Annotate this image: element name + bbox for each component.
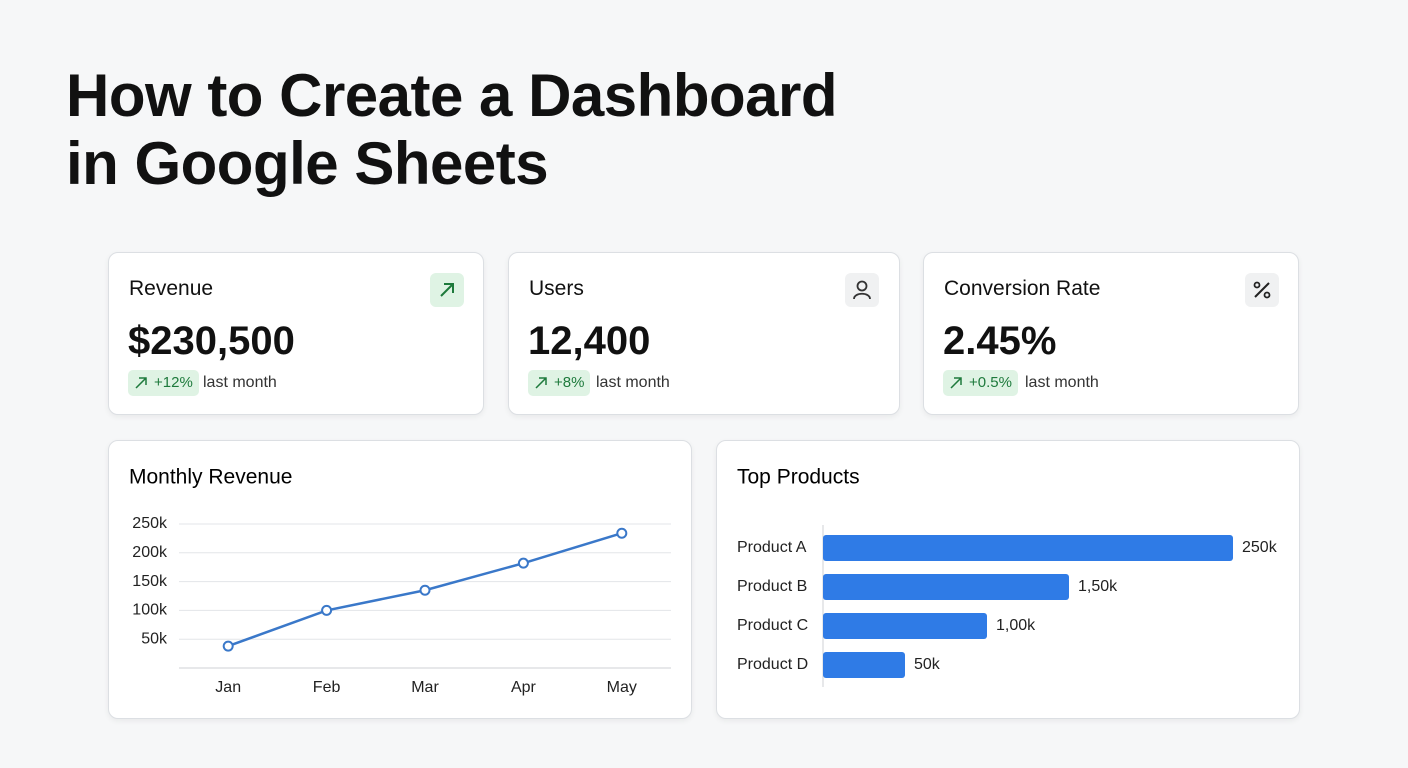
chart-card: Top Products Product A 250k Product B 1,50k… [716, 440, 1300, 719]
chart-title: Top Products [737, 466, 860, 489]
kpi-value: 12,400 [528, 319, 651, 363]
x-tick-label: Apr [511, 679, 537, 696]
point [419, 584, 431, 596]
kpi-change: +12% [128, 370, 199, 396]
category-label: Product B [737, 578, 807, 595]
category-label: Product C [737, 617, 808, 634]
kpi-period: last month [1025, 374, 1099, 391]
change-text: +8% [554, 374, 585, 391]
line-chart: Monthly Revenue 50k 100k 150k 200k 250k Jan Fe… [129, 466, 671, 696]
y-tick-label: 250k [132, 515, 168, 532]
chart-title: Monthly Revenue [129, 466, 292, 489]
bar [823, 574, 1069, 600]
bar-chart: Top Products Product A 250k Product B 1,50k… [737, 466, 1278, 687]
change-text: +0.5% [969, 374, 1012, 391]
kpi-label: Users [529, 277, 584, 300]
y-tick-label: 150k [132, 573, 168, 590]
kpi-card: Revenue $230,500 +12% last month [108, 252, 484, 415]
value-label: 1,00k [996, 617, 1036, 634]
change-text: +12% [154, 374, 193, 391]
kpi-period: last month [596, 374, 670, 391]
bar [823, 652, 905, 678]
value-label: 50k [914, 656, 941, 673]
kpi-value: 2.45% [943, 319, 1057, 363]
title-line: How to Create a Dashboard [66, 62, 838, 129]
kpi-value: $230,500 [128, 319, 295, 363]
kpi-label: Conversion Rate [944, 277, 1101, 300]
page-title: How to Create a Dashboard in Google Shee… [66, 62, 838, 198]
user-icon [845, 273, 879, 307]
value-label: 1,50k [1078, 578, 1118, 595]
kpi-period: last month [203, 374, 277, 391]
category-label: Product D [737, 656, 808, 673]
category-label: Product A [737, 539, 807, 556]
x-tick-label: May [607, 679, 637, 696]
trend-icon [430, 273, 464, 307]
point [517, 557, 529, 569]
kpi-change: +8% [528, 370, 591, 396]
x-tick-label: Jan [215, 679, 241, 696]
chart-card: Monthly Revenue 50k 100k 150k 200k 250k Jan Fe… [108, 440, 692, 719]
y-tick-label: 100k [132, 602, 168, 619]
percent-icon [1245, 273, 1279, 307]
y-tick-label: 200k [132, 544, 168, 561]
x-tick-label: Feb [313, 679, 341, 696]
kpi-card: Users 12,400 +8% last month [508, 252, 900, 415]
kpi-label: Revenue [129, 277, 214, 300]
x-tick-label: Mar [411, 679, 439, 696]
point [616, 527, 628, 539]
kpi-card: Conversion Rate 2.45% +0.5% last month [923, 252, 1299, 415]
kpi-change: +0.5% [943, 370, 1018, 396]
value-label: 250k [1242, 539, 1278, 556]
bar [823, 613, 987, 639]
bar [823, 535, 1233, 561]
point [222, 640, 234, 652]
title-line: in Google Sheets [66, 130, 549, 197]
y-tick-label: 50k [141, 630, 168, 647]
point [321, 604, 333, 616]
